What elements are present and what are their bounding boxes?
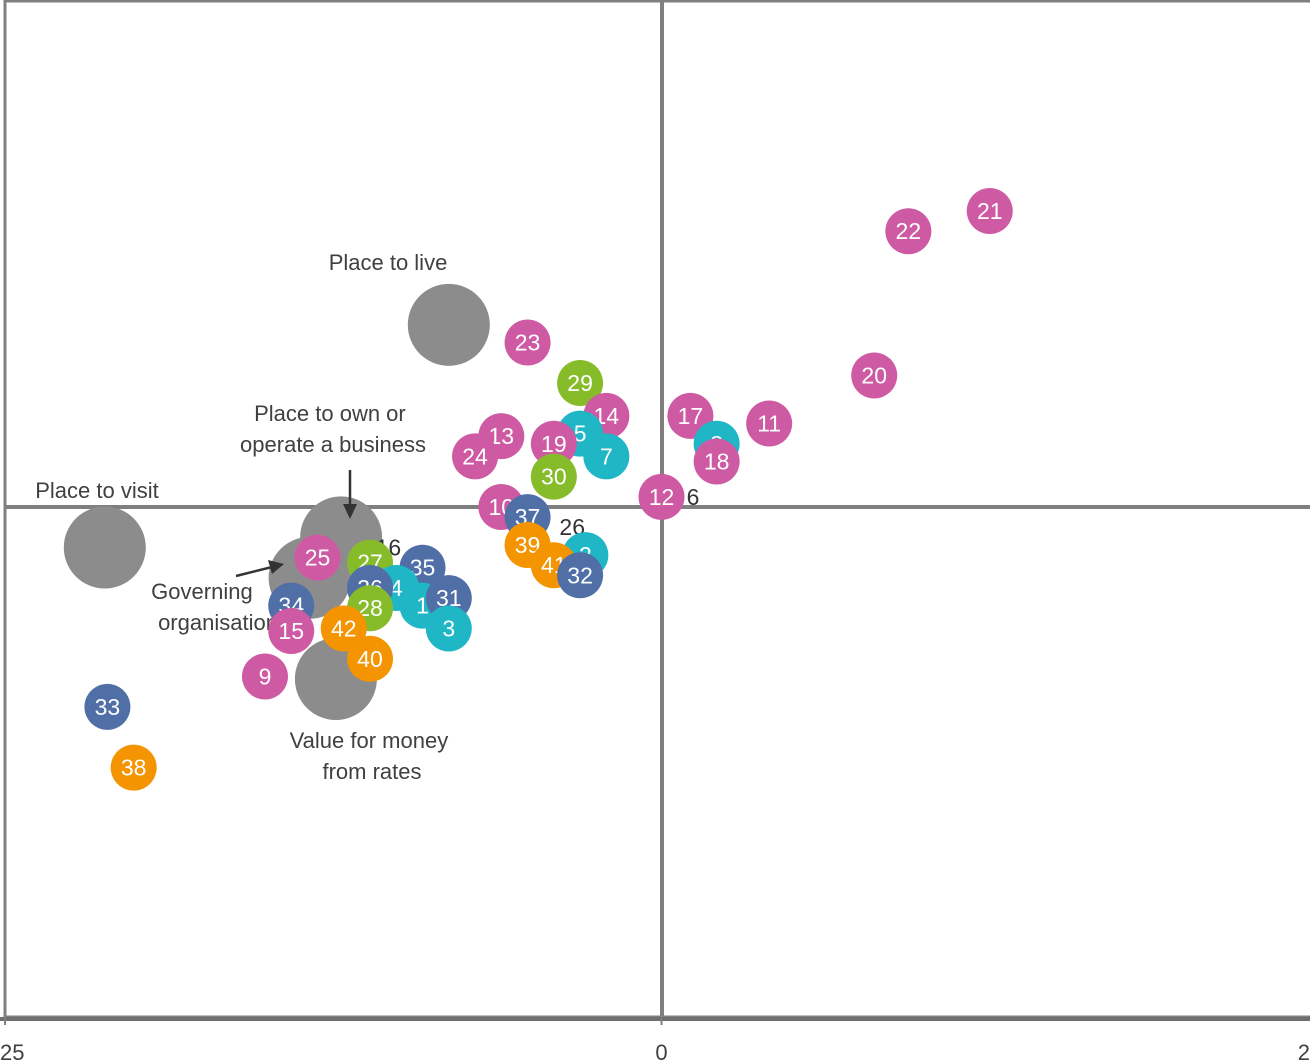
data-point xyxy=(347,635,394,682)
label-place-to-own-line2: operate a business xyxy=(240,432,426,457)
data-point-label: 5 xyxy=(574,421,587,447)
data-point-label: 25 xyxy=(305,545,331,571)
data-point-label: 19 xyxy=(541,431,567,457)
data-point-label: 24 xyxy=(462,443,488,469)
arrow-governing-head xyxy=(268,560,284,574)
label-value-line2: from rates xyxy=(322,759,421,784)
data-point xyxy=(885,208,932,255)
x-tick-label: 25 xyxy=(0,1040,24,1063)
data-point xyxy=(746,400,793,447)
data-point xyxy=(638,473,685,520)
data-point xyxy=(241,653,288,700)
x-axis-band xyxy=(0,1017,1310,1021)
data-point xyxy=(693,438,740,485)
summary-bubble xyxy=(63,506,146,589)
data-point-label: 4 xyxy=(390,575,403,601)
data-point xyxy=(320,605,367,652)
data-point xyxy=(557,552,604,599)
data-point-label: 32 xyxy=(567,562,593,588)
data-point-label: 6 xyxy=(687,484,700,510)
data-point xyxy=(966,187,1013,234)
data-point-label: 15 xyxy=(278,618,304,644)
data-point-label: 20 xyxy=(861,362,887,388)
data-point xyxy=(557,360,604,407)
x-tick-label: 0 xyxy=(655,1040,667,1063)
label-place-to-live: Place to live xyxy=(329,250,448,275)
data-point-label: 3 xyxy=(442,615,455,641)
label-value-for-money: Value for money from rates xyxy=(290,728,455,784)
data-point-label: 1 xyxy=(416,593,429,619)
label-place-to-visit: Place to visit xyxy=(35,478,159,503)
label-place-to-own-business: Place to own or operate a business xyxy=(240,401,426,457)
data-point xyxy=(425,605,472,652)
data-point xyxy=(110,744,157,791)
label-governing-line2: organisation xyxy=(158,610,278,635)
data-point-label: 42 xyxy=(331,615,357,641)
data-point xyxy=(452,433,499,480)
data-point-label: 7 xyxy=(600,443,613,469)
data-point-label: 40 xyxy=(357,646,383,672)
annotations: Place to live Place to visit Place to ow… xyxy=(35,250,455,784)
data-point-label: 22 xyxy=(896,218,922,244)
data-point-label: 21 xyxy=(977,198,1003,224)
data-point-label: 12 xyxy=(649,484,675,510)
data-point xyxy=(530,453,577,500)
data-point-label: 30 xyxy=(541,464,567,490)
summary-bubble xyxy=(407,283,490,366)
arrow-business-head xyxy=(343,504,357,519)
data-point-label: 29 xyxy=(567,370,593,396)
data-point xyxy=(530,420,577,467)
data-point xyxy=(294,534,341,581)
data-point-label: 11 xyxy=(757,411,781,437)
label-governing-organisation: Governing organisation xyxy=(151,579,278,635)
x-axis-ticks: 25 0 2 xyxy=(0,1013,1310,1063)
data-point-label: 17 xyxy=(678,403,704,429)
data-point xyxy=(268,607,315,654)
data-point-label: 33 xyxy=(95,694,121,720)
arrow-governing-line xyxy=(235,565,273,578)
data-point xyxy=(504,319,551,366)
data-point-label: 23 xyxy=(515,330,541,356)
label-place-to-own-line1: Place to own or xyxy=(254,401,406,426)
data-point-label: 9 xyxy=(259,664,272,690)
data-point xyxy=(851,352,898,399)
data-points: 2122202329145719132430178111812610372639… xyxy=(84,187,1013,791)
label-value-line1: Value for money xyxy=(290,728,449,753)
data-point xyxy=(583,433,630,480)
data-point xyxy=(84,683,131,730)
data-point-label: 38 xyxy=(121,755,147,781)
x-tick-label: 2 xyxy=(1298,1040,1310,1063)
label-governing-line1: Governing xyxy=(151,579,253,604)
data-point-label: 18 xyxy=(704,448,730,474)
